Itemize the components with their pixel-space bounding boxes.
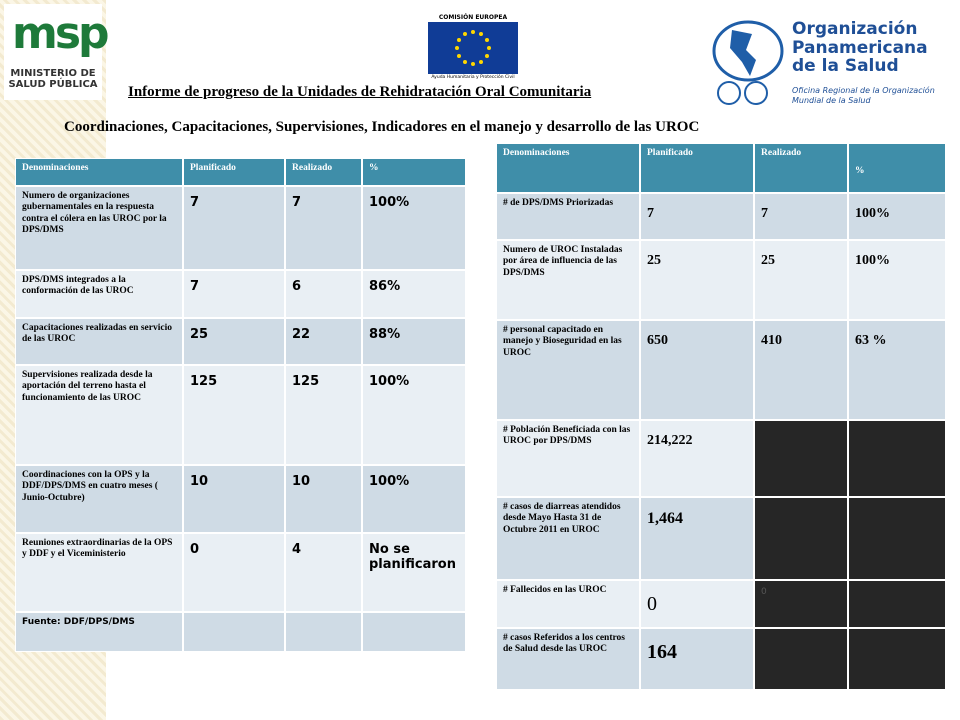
msp-logo-mark: msp: [12, 8, 110, 59]
cell-value: 0: [640, 580, 754, 628]
empty-cell: [754, 420, 848, 497]
cell-value: 63 %: [848, 320, 946, 420]
cell-value: No se planificaron: [362, 533, 466, 612]
header-cell: Denominaciones: [15, 158, 183, 186]
empty-cell: [754, 497, 848, 580]
title: Informe de progreso de la Unidades de Re…: [128, 84, 592, 100]
ops-name: Organización Panamericana de la Salud: [792, 19, 928, 77]
cell-value: 25: [183, 318, 285, 365]
cell-value: 10: [183, 465, 285, 533]
empty-cell: [848, 420, 946, 497]
cell-value: 7: [754, 193, 848, 240]
cell-value: 6: [285, 270, 362, 318]
cell-value: 214,222: [640, 420, 754, 497]
eu-logo-subtitle: Ayuda Humanitaria y Protección Civil: [431, 75, 515, 80]
cell-value: 125: [285, 365, 362, 465]
ops-globe: [712, 20, 784, 82]
source-note: Fuente: DDF/DPS/DMS: [15, 612, 183, 652]
cell-value: 1,464: [640, 497, 754, 580]
cell-value: 4: [285, 533, 362, 612]
empty-cell: [285, 612, 362, 652]
header-cell: %: [848, 143, 946, 193]
cell-value: 25: [754, 240, 848, 320]
cell-value: 100%: [362, 186, 466, 270]
eu-flag: [428, 22, 518, 74]
row-label: Capacitaciones realizadas en servicio de…: [15, 318, 183, 365]
cell-value: 7: [285, 186, 362, 270]
row-label: Numero de UROC Instaladas por área de in…: [496, 240, 640, 320]
row-label: Coordinaciones con la OPS y la DDF/DPS/D…: [15, 465, 183, 533]
empty-cell: [848, 580, 946, 628]
cell-value: 7: [183, 270, 285, 318]
ops-logo: Organización Panamericana de la Salud Of…: [712, 18, 942, 108]
empty-cell: [362, 612, 466, 652]
header-cell: Planificado: [183, 158, 285, 186]
row-label: # personal capacitado en manejo y Bioseg…: [496, 320, 640, 420]
header-cell: Planificado: [640, 143, 754, 193]
msp-logo: msp MINISTERIO DE SALUD PÚBLICA: [4, 4, 110, 100]
row-label: DPS/DMS integrados a la conformación de …: [15, 270, 183, 318]
cell-value: 100%: [848, 240, 946, 320]
msp-logo-text: MINISTERIO DE SALUD PÚBLICA: [8, 68, 98, 90]
row-label: # Fallecidos en las UROC: [496, 580, 640, 628]
subtitle: Coordinaciones, Capacitaciones, Supervis…: [64, 119, 700, 135]
row-label: # de DPS/DMS Priorizadas: [496, 193, 640, 240]
cell-value: 100%: [362, 365, 466, 465]
cell-value: 86%: [362, 270, 466, 318]
row-label: Reuniones extraordinarias de la OPS y DD…: [15, 533, 183, 612]
cell-value: 88%: [362, 318, 466, 365]
header-cell: Denominaciones: [496, 143, 640, 193]
cell-value: 22: [285, 318, 362, 365]
cell-value: 0: [183, 533, 285, 612]
row-label: Numero de organizaciones gubernamentales…: [15, 186, 183, 270]
ops-emblems: [717, 81, 768, 105]
cell-value: 410: [754, 320, 848, 420]
cell-value: 650: [640, 320, 754, 420]
row-label: # casos Referidos a los centros de Salud…: [496, 628, 640, 690]
cell-value: 164: [640, 628, 754, 690]
empty-cell: [183, 612, 285, 652]
header-cell: Realizado: [754, 143, 848, 193]
ops-subtitle: Oficina Regional de la Organización Mund…: [792, 86, 935, 105]
empty-cell: [754, 628, 848, 690]
cell-value: 7: [183, 186, 285, 270]
header-cell: Realizado: [285, 158, 362, 186]
cell-value: 125: [183, 365, 285, 465]
row-label: # casos de diarreas atendidos desde Mayo…: [496, 497, 640, 580]
empty-cell: [848, 497, 946, 580]
cell-value: 0: [754, 580, 848, 628]
cell-value: 100%: [362, 465, 466, 533]
eu-logo-title: COMISIÓN EUROPEA: [438, 14, 508, 21]
cell-value: 7: [640, 193, 754, 240]
eu-logo: COMISIÓN EUROPEA Ayuda Humanitaria y Pro…: [428, 14, 518, 82]
row-label: Supervisiones realizada desde la aportac…: [15, 365, 183, 465]
cell-value: 10: [285, 465, 362, 533]
header-cell: %: [362, 158, 466, 186]
row-label: # Población Beneficiada con las UROC por…: [496, 420, 640, 497]
cell-value: 25: [640, 240, 754, 320]
cell-value: 100%: [848, 193, 946, 240]
empty-cell: [848, 628, 946, 690]
